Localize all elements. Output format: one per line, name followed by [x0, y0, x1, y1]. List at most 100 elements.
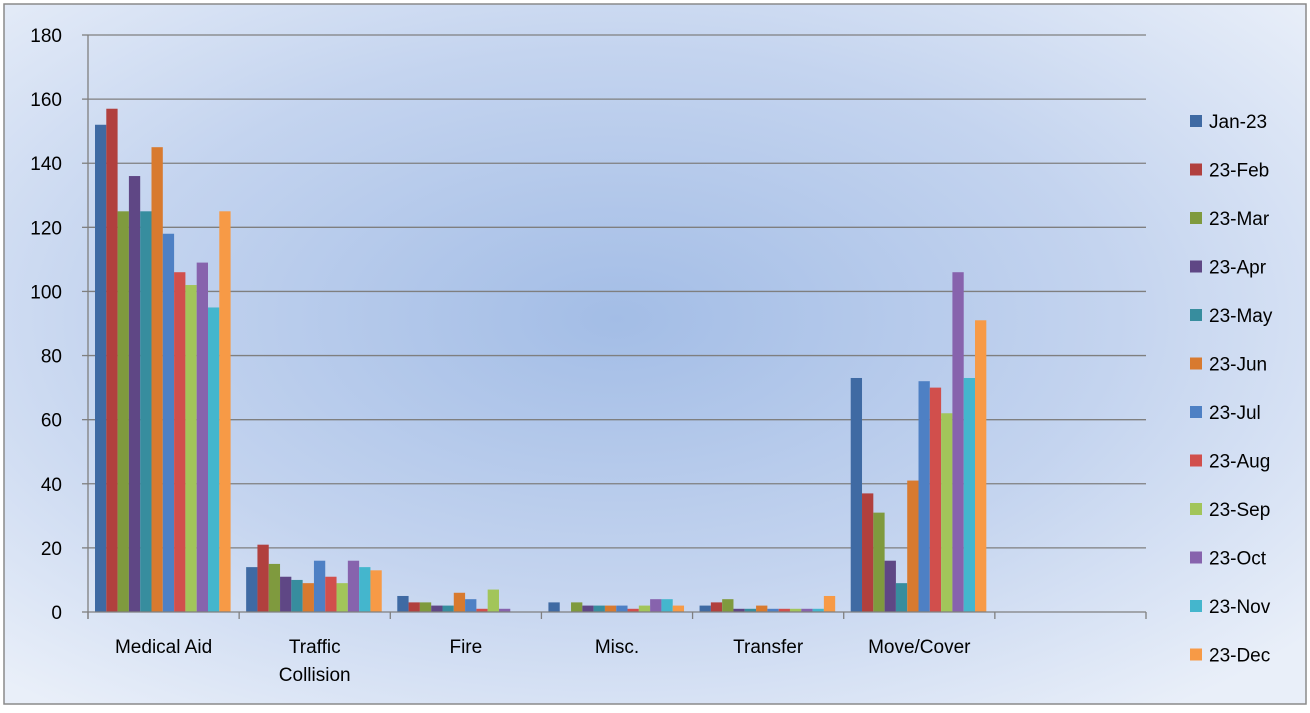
x-tick-label: Medical Aid — [115, 637, 212, 658]
legend-label: 23-Sep — [1209, 500, 1270, 521]
bar-23-Nov-3 — [661, 599, 673, 612]
legend-swatch — [1190, 212, 1202, 224]
bar-23-Mar-2 — [419, 602, 432, 612]
bar-23-Nov-1 — [359, 567, 371, 612]
legend-swatch — [1190, 503, 1202, 515]
y-tick-label: 120 — [30, 218, 62, 239]
bar-23-Sep-5 — [941, 413, 953, 612]
bar-23-Dec-1 — [370, 570, 382, 612]
bar-23-May-4 — [744, 608, 757, 612]
bar-Jan-23-4 — [699, 605, 711, 612]
y-tick-label: 180 — [30, 26, 62, 47]
x-tick-label: Move/Cover — [868, 637, 971, 658]
legend-swatch — [1190, 357, 1202, 370]
bar-23-Feb-1 — [257, 544, 269, 612]
bar-23-Aug-0 — [174, 272, 186, 612]
bar-23-Jul-1 — [313, 560, 326, 612]
bar-23-Mar-5 — [873, 512, 885, 612]
bar-23-Dec-3 — [672, 605, 685, 612]
x-tick-label: Fire — [449, 637, 482, 658]
legend-label: 23-Apr — [1209, 258, 1267, 279]
legend-label: 23-Mar — [1209, 209, 1270, 230]
bar-23-Sep-2 — [487, 589, 499, 612]
bar-23-Apr-5 — [884, 560, 896, 612]
bar-23-Oct-1 — [347, 560, 360, 612]
bar-23-Nov-0 — [208, 307, 220, 612]
bar-23-Nov-4 — [812, 608, 824, 612]
bar-23-Sep-3 — [638, 605, 651, 612]
bar-23-Apr-1 — [280, 576, 292, 612]
y-tick-label: 80 — [41, 347, 62, 368]
bar-23-Feb-4 — [710, 602, 723, 612]
bar-23-Jul-3 — [616, 605, 628, 612]
legend-swatch — [1190, 551, 1202, 564]
bar-23-Oct-3 — [650, 599, 662, 612]
legend-label: 23-Jul — [1209, 403, 1261, 424]
legend-swatch — [1190, 163, 1202, 176]
bar-23-Oct-0 — [196, 262, 208, 612]
legend-label: 23-Nov — [1209, 597, 1271, 618]
bar-23-Feb-5 — [862, 493, 874, 612]
legend-label: 23-Oct — [1209, 549, 1267, 570]
x-tick-label: Traffic — [289, 637, 341, 658]
bar-23-Feb-0 — [106, 108, 118, 612]
bar-Jan-23-0 — [95, 124, 107, 612]
legend-swatch — [1190, 600, 1202, 612]
bar-23-Mar-4 — [722, 599, 734, 612]
y-tick-label: 60 — [41, 411, 62, 432]
bar-23-Aug-4 — [778, 608, 790, 612]
x-tick-label: Collision — [279, 665, 351, 686]
y-tick-label: 140 — [30, 154, 62, 175]
legend-label: 23-Aug — [1209, 452, 1270, 473]
legend-swatch — [1190, 260, 1202, 273]
bar-23-Mar-3 — [571, 602, 583, 612]
bar-23-Apr-2 — [431, 605, 443, 612]
bar-23-Sep-1 — [336, 583, 348, 612]
bar-23-Sep-0 — [185, 285, 197, 612]
bar-23-Jul-0 — [162, 233, 175, 612]
y-tick-label: 0 — [51, 603, 62, 624]
bar-Jan-23-2 — [397, 595, 409, 612]
bar-23-Apr-3 — [582, 605, 594, 612]
legend-swatch — [1190, 406, 1202, 418]
bar-23-Aug-5 — [929, 387, 942, 612]
bar-23-Mar-0 — [117, 211, 129, 613]
legend-label: Jan-23 — [1209, 112, 1267, 133]
bar-23-May-2 — [442, 605, 454, 612]
bar-23-Jun-4 — [756, 605, 768, 612]
bar-23-Sep-4 — [789, 608, 802, 612]
bar-Jan-23-5 — [850, 377, 863, 612]
bar-23-Jul-2 — [465, 599, 477, 612]
bars — [95, 108, 987, 613]
bar-23-Jun-2 — [453, 592, 466, 612]
bar-23-Oct-4 — [801, 608, 813, 612]
bar-Jan-23-1 — [246, 567, 258, 612]
x-tick-label: Misc. — [595, 637, 639, 658]
bar-23-Jun-1 — [302, 583, 314, 612]
bar-23-May-5 — [895, 583, 908, 612]
legend-swatch — [1190, 454, 1202, 467]
bar-23-Jun-3 — [604, 605, 617, 612]
bar-23-Aug-2 — [476, 608, 488, 612]
bar-23-Dec-4 — [823, 595, 836, 612]
axes: 0 20 40 60 80 100 120 140 160 180 Medical Aid Traff… — [30, 26, 1147, 686]
bar-23-Oct-2 — [498, 608, 511, 612]
bar-23-Dec-0 — [219, 211, 231, 613]
legend-label: 23-Dec — [1209, 646, 1270, 667]
legend-swatch — [1190, 309, 1202, 321]
bar-23-Feb-2 — [408, 602, 420, 612]
bar-23-May-1 — [291, 579, 303, 612]
y-tick-label: 40 — [41, 475, 62, 496]
legend-swatch — [1190, 115, 1202, 127]
bar-23-Jun-5 — [907, 480, 919, 612]
bar-23-Apr-4 — [733, 608, 745, 612]
bar-23-May-0 — [140, 211, 152, 613]
bar-23-Jun-0 — [151, 147, 163, 612]
x-tick-label: Transfer — [733, 637, 804, 658]
bar-23-Dec-5 — [975, 320, 987, 612]
y-tick-label: 100 — [30, 282, 62, 303]
legend-label: 23-May — [1209, 306, 1273, 327]
y-tick-label: 160 — [30, 90, 62, 111]
